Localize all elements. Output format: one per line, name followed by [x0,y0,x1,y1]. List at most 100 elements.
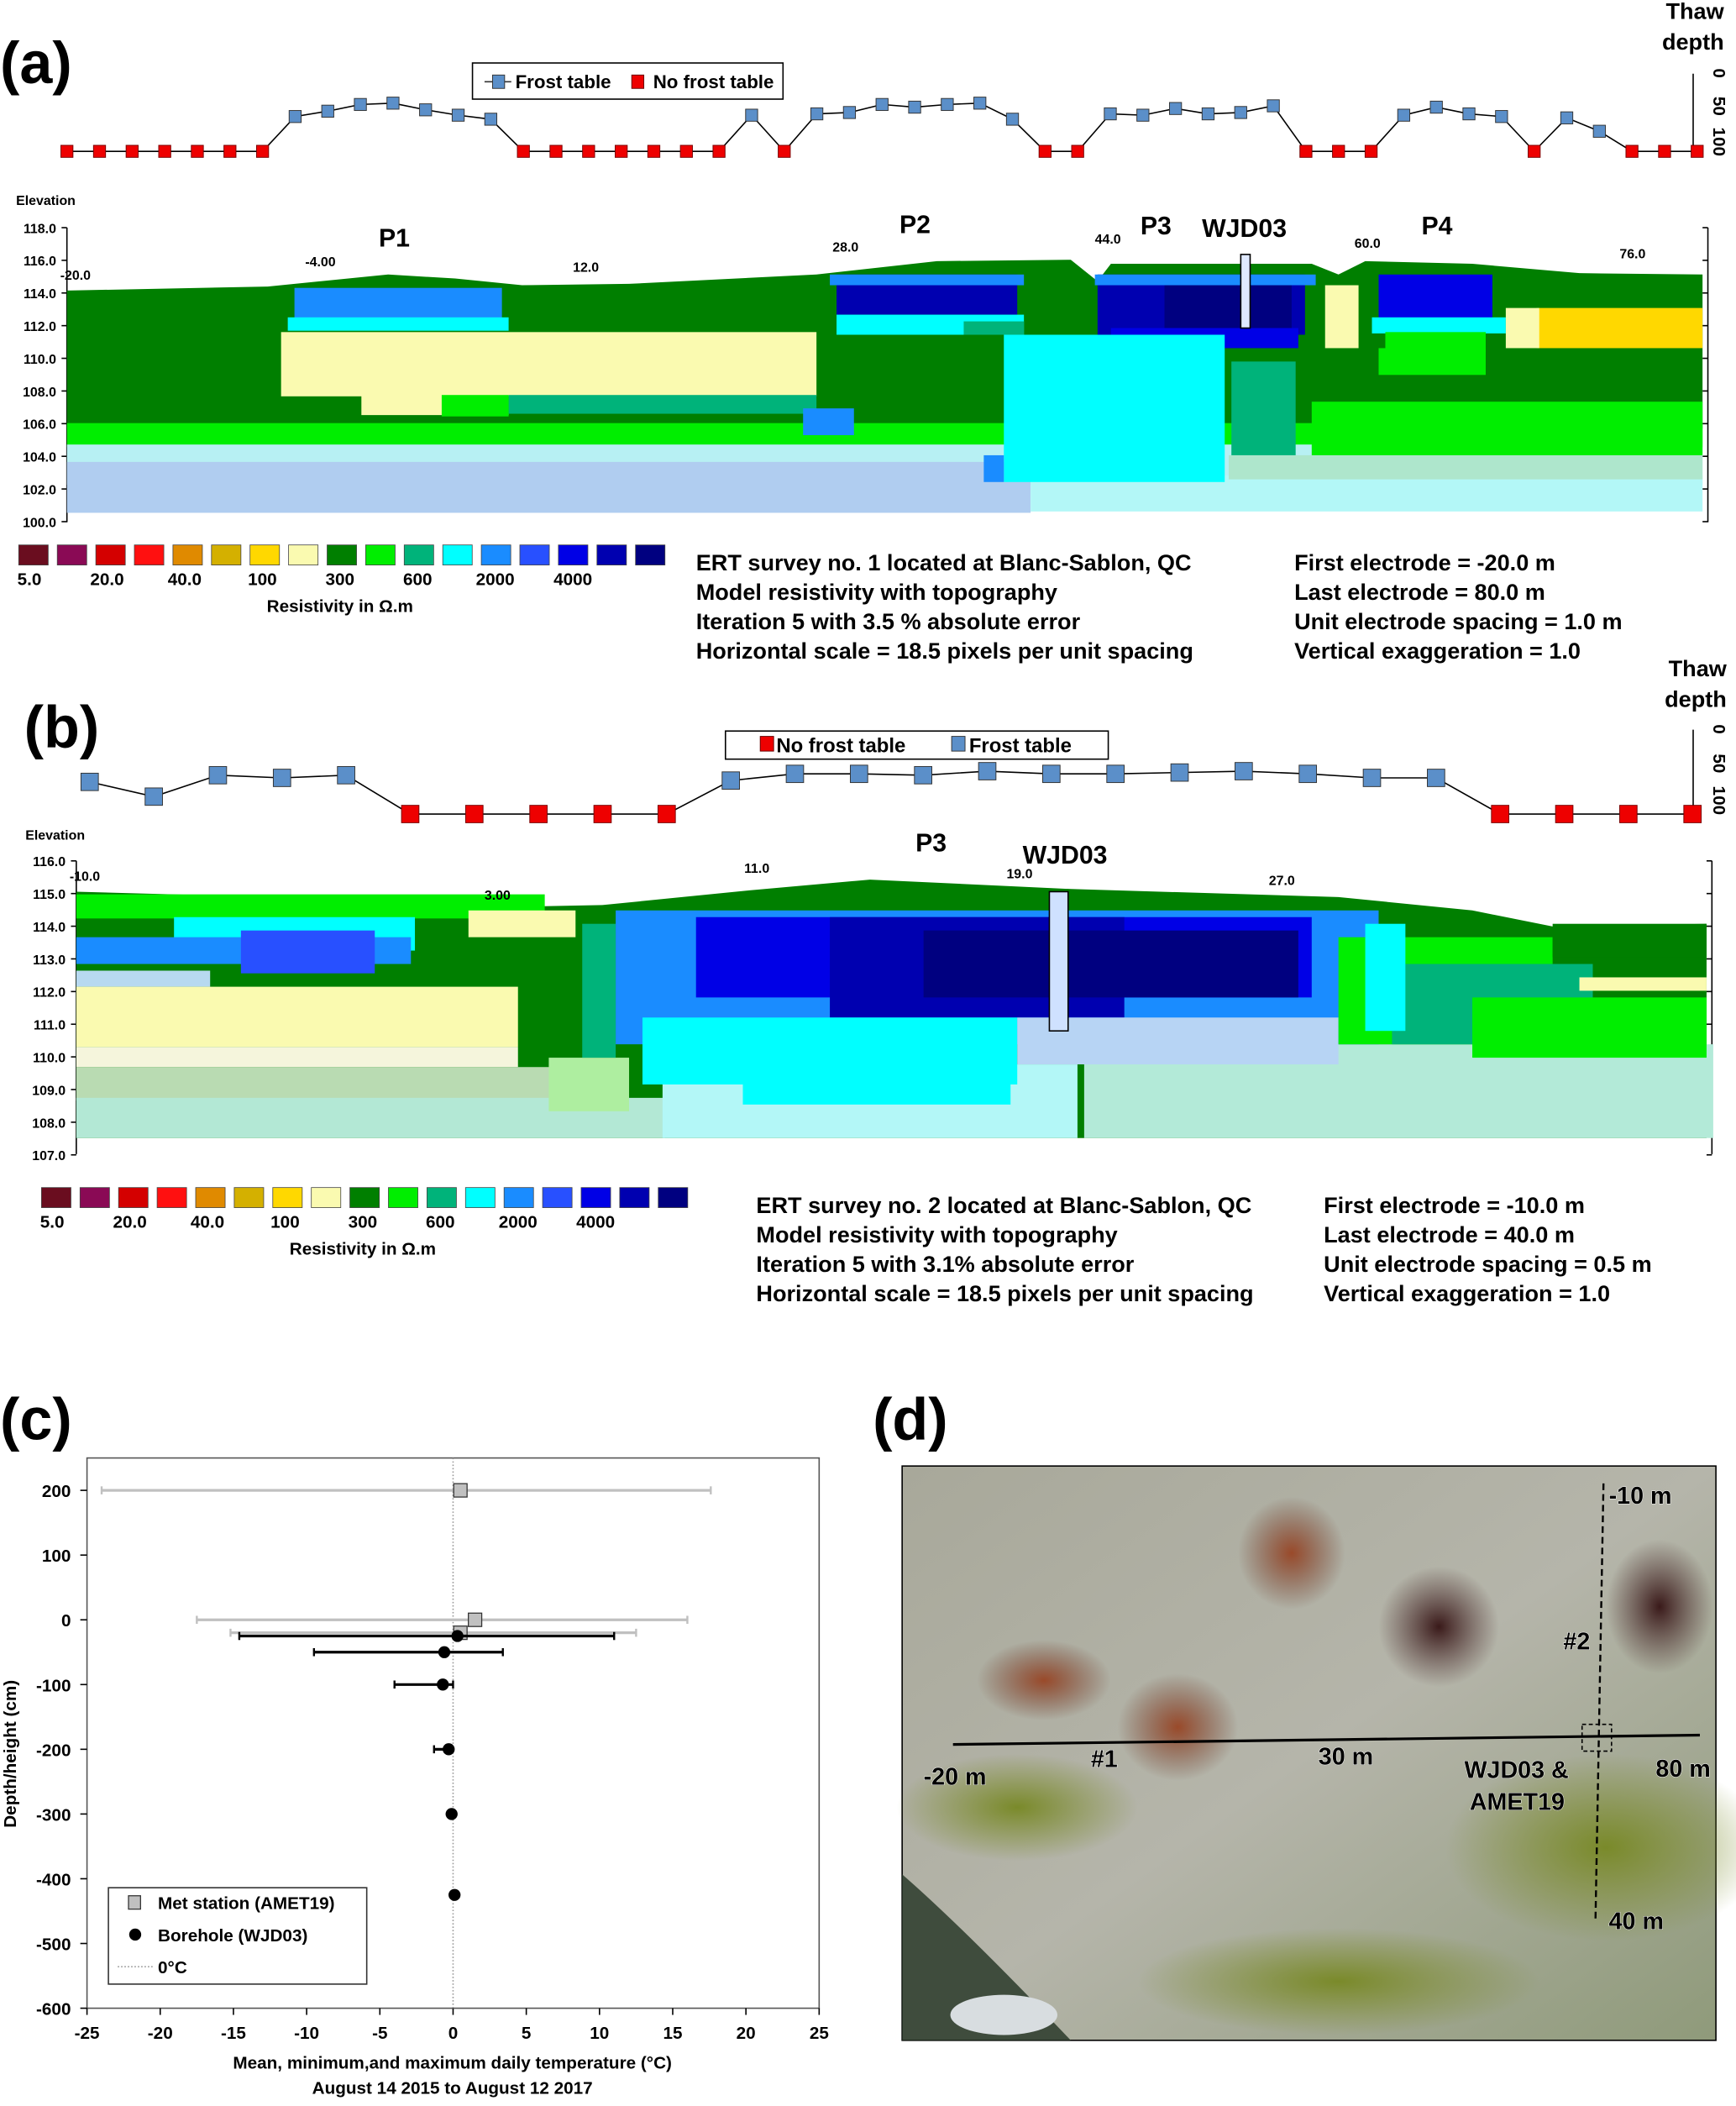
resistivity-cell [1004,334,1225,482]
colorbar-label: 4000 [553,570,592,590]
colorbar-swatch [156,1187,187,1208]
colorbar-swatch [388,1187,418,1208]
no-frost-marker [582,144,595,158]
x-tick-label: 19.0 [1006,868,1032,882]
transect-line-1 [952,1733,1700,1746]
section-annotation: WJD03 [1202,215,1287,243]
thaw-line [89,770,1693,815]
section-annotation: P3 [1141,213,1172,240]
survey-info-b: ERT survey no. 2 located at Blanc-Sablon… [756,1192,1651,1306]
borehole-marker [1240,254,1251,329]
colorbar-swatch [18,544,49,566]
survey-info-a: ERT survey no. 1 located at Blanc-Sablon… [696,549,1623,664]
frost-marker [1234,106,1247,119]
no-frost-marker [615,144,628,158]
transect-line-2 [1594,1483,1605,1922]
no-frost-marker [657,805,676,823]
ert-section-a: Elevation 118.0 116.0 114.0 112.0 110.0 108.0 1… [16,194,1709,530]
colorbar-swatch [79,1187,110,1208]
thaw-title: depth [1662,29,1724,55]
colorbar-swatch [480,544,511,566]
frost-marker [337,765,355,785]
colorbar-swatch [403,544,434,566]
photo-label: WJD03 & [1464,1757,1568,1783]
colorbar-label: 20.0 [113,1212,146,1232]
colorbar-swatch [118,1187,149,1208]
frost-marker [941,97,954,112]
resistivity-cell [287,317,509,331]
no-frost-marker [647,144,661,158]
y-tick-label: 112.0 [24,320,56,334]
frost-marker [321,104,334,118]
no-frost-marker [223,144,237,158]
colorbar-label: 100 [248,570,277,590]
x-tick-label: 10 [590,2024,609,2043]
y-tick-label: -400 [36,1870,71,1889]
colorbar-swatch [596,544,627,566]
resistivity-cell [294,287,502,322]
y-tick-label: 113.0 [33,953,66,968]
borehole-point [443,1743,455,1756]
y-tick-label: 104.0 [23,451,56,465]
colorbar-label: 600 [426,1212,455,1232]
colorbar-swatch [503,1187,534,1208]
photo-label: #2 [1563,1628,1590,1655]
no-frost-marker [125,144,139,158]
legend-circle-icon [128,1928,142,1941]
no-frost-marker [1038,144,1052,158]
frost-marker [973,97,987,110]
info-line: Iteration 5 with 3.1% absolute error [756,1251,1134,1277]
colorbar-swatch [249,544,281,566]
resistivity-cell [1228,454,1703,480]
info-line: Last electrode = 40.0 m [1324,1221,1575,1247]
info-line: Model resistivity with topography [756,1221,1117,1247]
frost-marker [1041,764,1061,784]
y-tick-label: -100 [36,1676,71,1695]
no-frost-marker [712,144,726,158]
no-frost-marker [1555,805,1574,823]
resistivity-cell [240,930,375,974]
no-frost-marker [158,144,171,158]
info-line: Horizontal scale = 18.5 pixels per unit … [756,1280,1253,1306]
frost-marker [810,107,824,121]
resistivity-cell [803,408,854,436]
x-tick-label: 12.0 [573,261,599,276]
frost-marker [875,97,889,112]
colorbar-label: 300 [326,570,355,590]
colorbar-swatch [442,544,473,566]
no-frost-marker [1625,144,1639,158]
frost-legend-a: Frost table No frost table [471,62,784,100]
legend-borehole: Borehole (WJD03) [158,1926,307,1946]
resistivity-cell [1378,274,1492,322]
y-tick-label: 109.0 [32,1084,66,1098]
x-tick-label: -10.0 [70,870,100,885]
y-tick-label: 114.0 [24,287,56,302]
no-frost-marker [464,805,484,823]
frost-marker [419,103,433,117]
colorbar-label: 4000 [576,1212,615,1232]
frost-marker [908,100,921,114]
y-tick-label: -300 [36,1805,71,1825]
colorbar-swatch [56,544,87,566]
frost-marker [1005,113,1020,126]
thaw-axis-b: Thaw depth 0 50 100 [1665,655,1728,815]
info-line: Horizontal scale = 18.5 pixels per unit … [696,638,1193,664]
frost-marker [144,787,163,806]
borehole-point [448,1888,461,1901]
x-tick-label: 44.0 [1095,233,1121,247]
borehole-point [445,1808,458,1820]
colorbar-label: 40.0 [168,570,202,590]
info-line: Vertical exaggeration = 1.0 [1294,638,1581,664]
x-tick-label: -25 [75,2024,100,2043]
resistivity-cell [1017,1017,1339,1065]
legend-nofrost: No frost table [653,71,774,92]
panel-label-d: (d) [873,1386,948,1452]
no-frost-marker [549,144,563,158]
y-axis-label: Depth/height (cm) [1,1680,20,1828]
colorbar-swatch [233,1187,265,1208]
resistivity-cell [76,1047,518,1068]
legend-nofrost: No frost table [776,735,905,758]
colorbar-label: 300 [349,1212,378,1232]
no-frost-marker [1364,144,1378,158]
legend-met-station: Met station (AMET19) [158,1894,334,1914]
